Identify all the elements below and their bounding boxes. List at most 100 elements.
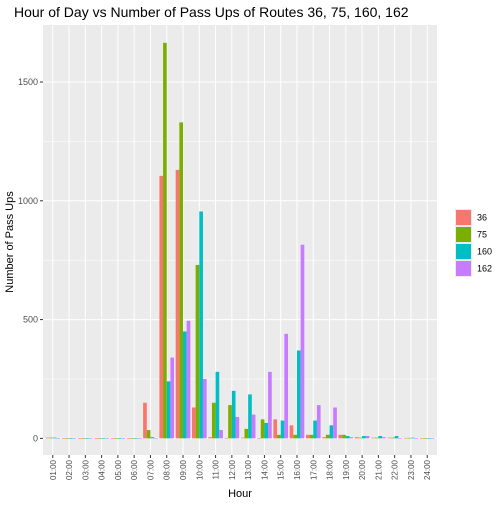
bar: [305, 434, 310, 439]
x-tick-label: 10:00: [195, 459, 204, 480]
bar: [342, 434, 346, 439]
x-tick-label: 21:00: [374, 459, 383, 480]
legend: 36 75 160 162: [455, 209, 492, 277]
bar: [407, 437, 411, 439]
bar: [403, 437, 408, 439]
bar: [72, 438, 77, 439]
plot-panel: [43, 25, 437, 455]
bar: [410, 437, 415, 439]
bar: [333, 407, 337, 439]
bar: [300, 244, 305, 439]
bar: [94, 438, 98, 439]
bar: [354, 437, 359, 439]
bar: [322, 437, 326, 439]
bar: [61, 438, 66, 439]
bar: [88, 438, 93, 439]
x-tick-label: 12:00: [228, 459, 237, 480]
bar: [338, 434, 343, 439]
bar: [228, 405, 232, 439]
bar: [260, 419, 265, 439]
bar: [391, 437, 395, 439]
bar: [394, 435, 399, 439]
bar: [414, 438, 419, 439]
legend-key: [456, 244, 471, 259]
bar: [358, 437, 363, 439]
bar: [362, 435, 366, 439]
bar: [231, 390, 236, 439]
bar: [280, 420, 285, 439]
plot-panel-background: [43, 25, 437, 455]
x-tick-label: 02:00: [65, 459, 74, 480]
y-tick-label: 0: [33, 433, 38, 443]
x-tick-label: 22:00: [391, 459, 400, 480]
bar: [150, 437, 155, 439]
bar: [143, 402, 147, 439]
x-tick-label: 20:00: [358, 459, 367, 480]
bar: [289, 425, 294, 439]
bar: [121, 438, 126, 439]
bar: [316, 405, 321, 439]
bar: [398, 438, 402, 439]
x-tick-label: 14:00: [260, 459, 269, 480]
bar: [423, 438, 428, 439]
x-tick-label: 07:00: [146, 459, 155, 480]
bar: [159, 175, 164, 439]
bar: [293, 434, 297, 439]
x-tick-label: 18:00: [326, 459, 335, 480]
bar: [117, 438, 122, 439]
bar: [85, 438, 89, 439]
bar: [52, 437, 57, 439]
bar: [224, 437, 229, 439]
bar: [219, 430, 223, 439]
bar: [365, 435, 370, 439]
bar: [126, 438, 131, 439]
chart-title: Hour of Day vs Number of Pass Ups of Rou…: [14, 4, 409, 20]
bar: [166, 381, 171, 439]
bar: [251, 414, 256, 439]
bar: [45, 437, 50, 439]
bar: [105, 438, 109, 439]
bar: [154, 438, 158, 439]
y-tick-label: 1000: [18, 196, 38, 206]
bar: [215, 371, 220, 439]
x-tick-label: 19:00: [342, 459, 351, 480]
bar: [175, 169, 180, 439]
bar: [430, 438, 435, 439]
bar: [170, 357, 175, 439]
bar: [427, 438, 431, 439]
bar: [195, 264, 200, 439]
bar: [387, 437, 392, 439]
x-tick-label: 08:00: [163, 459, 172, 480]
bar: [137, 438, 142, 439]
x-tick-label: 16:00: [293, 459, 302, 480]
bar: [382, 437, 386, 439]
bar: [211, 402, 216, 439]
bar: [186, 320, 191, 439]
bar: [49, 437, 53, 439]
bar: [110, 438, 115, 439]
bar: [248, 394, 252, 439]
x-tick-label: 11:00: [212, 459, 221, 479]
bar: [378, 435, 383, 439]
bar: [268, 371, 272, 439]
bar: [235, 416, 240, 439]
bar: [81, 438, 86, 439]
bar: [69, 438, 73, 439]
x-tick-label: 05:00: [114, 459, 123, 480]
bar: [371, 437, 375, 439]
x-tick-label: 23:00: [407, 459, 416, 480]
legend-label: 75: [477, 230, 487, 240]
bar: [257, 438, 261, 439]
legend-label: 160: [477, 247, 492, 257]
x-tick-label: 03:00: [81, 459, 90, 480]
bar: [349, 437, 354, 439]
bar: [419, 438, 424, 439]
bar: [146, 430, 151, 439]
bar: [240, 437, 245, 439]
y-tick-label: 1500: [18, 77, 38, 87]
bar: [199, 211, 203, 439]
bar: [273, 419, 278, 439]
bar: [114, 438, 118, 439]
bar: [277, 434, 281, 439]
